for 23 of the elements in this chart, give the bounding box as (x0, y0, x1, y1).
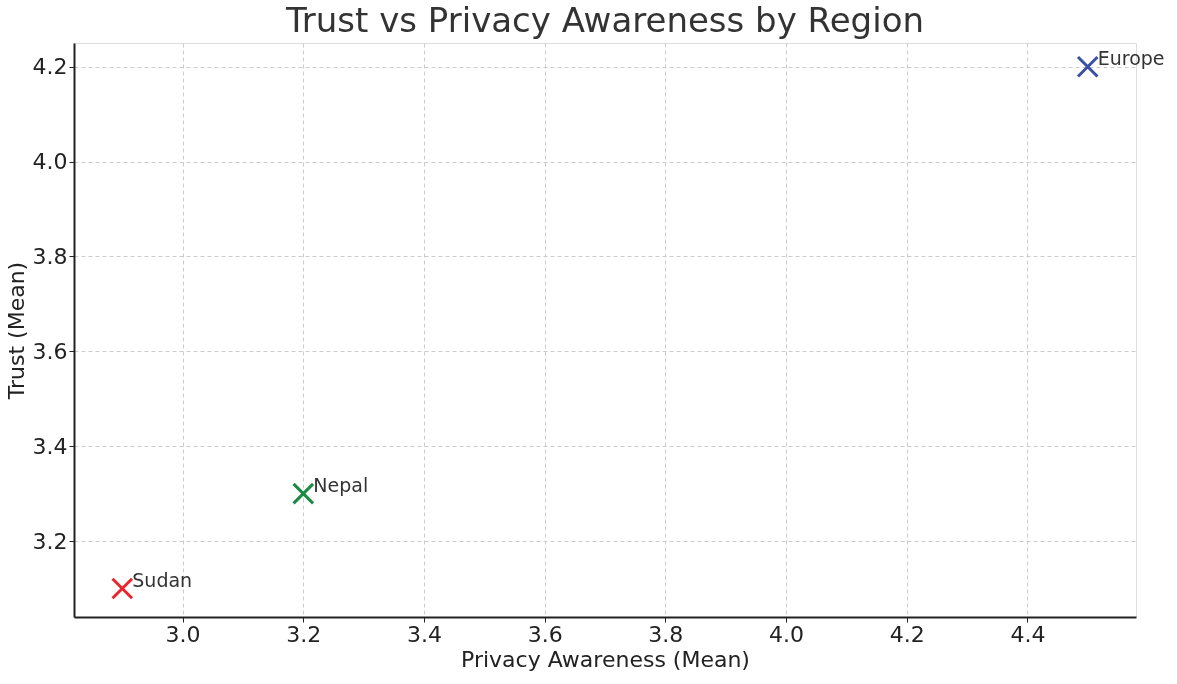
x-tick-label: 4.4 (1010, 621, 1046, 647)
chart-title: Trust vs Privacy Awareness by Region (285, 0, 924, 40)
x-tick-label: 4.2 (889, 621, 925, 647)
y-tick-label: 3.2 (32, 528, 68, 554)
series-label: Europe (1097, 46, 1165, 69)
y-tick-label: 3.6 (32, 338, 68, 364)
x-tick-label: 4.0 (769, 621, 805, 647)
x-tick-label: 3.4 (406, 621, 442, 647)
y-tick-label: 3.4 (32, 433, 68, 459)
x-tick-label: 3.0 (165, 621, 201, 647)
x-tick-label: 3.8 (648, 621, 684, 647)
y-tick-label: 4.2 (32, 54, 68, 80)
x-tick-label: 3.6 (527, 621, 563, 647)
point (1076, 55, 1099, 78)
x-tick-label: 3.2 (286, 621, 322, 647)
series-label: Sudan (132, 568, 193, 591)
point (111, 577, 134, 600)
y-tick-label: 4.0 (32, 149, 68, 175)
y-axis-title: Trust (Mean) (3, 261, 29, 401)
y-tick-label: 3.8 (32, 243, 68, 269)
x-axis-title: Privacy Awareness (Mean) (461, 646, 750, 672)
series-label: Nepal (313, 473, 369, 496)
point (292, 482, 315, 505)
